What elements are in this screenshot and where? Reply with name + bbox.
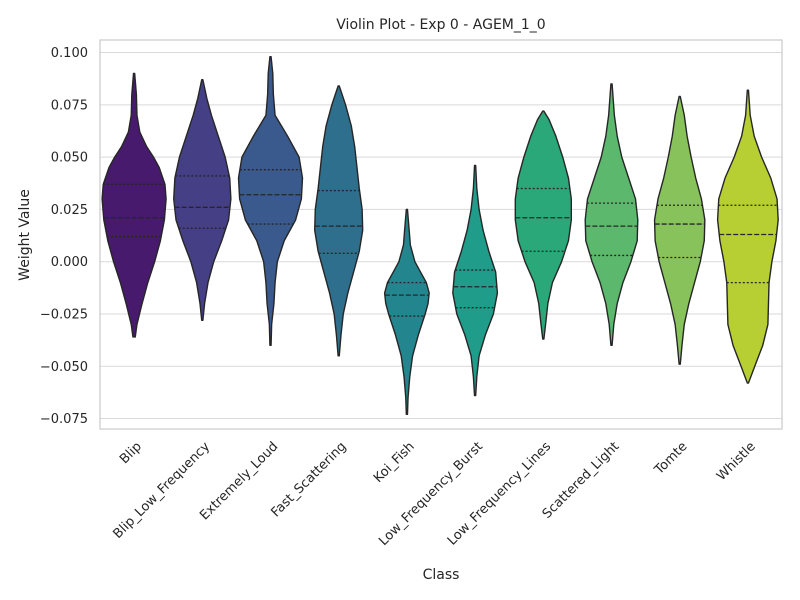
violin-koi-fish — [383, 208, 430, 416]
violin-extremely-loud — [237, 56, 304, 347]
y-axis-label: Weight Value — [17, 189, 33, 281]
y-tick-label: 0.050 — [51, 151, 88, 166]
violin-blip — [101, 72, 167, 338]
violin-blip-low-frequency — [173, 79, 232, 321]
y-tick-label: −0.050 — [40, 360, 88, 375]
violin-whistle — [716, 89, 779, 384]
chart-title: Violin Plot - Exp 0 - AGEM_1_0 — [336, 17, 545, 33]
y-tick-label: 0.075 — [51, 98, 88, 113]
y-tick-label: −0.075 — [40, 412, 88, 427]
y-tick-label: 0.100 — [51, 46, 88, 61]
violin-low-frequency-burst — [452, 164, 499, 397]
violin-fast-scattering — [314, 85, 364, 357]
violin-low-frequency-lines — [514, 110, 572, 340]
violin-scattered-light — [584, 83, 639, 347]
violin-tomte — [653, 95, 706, 365]
y-tick-labels: 0.100 0.075 0.050 0.025 0.000 −0.025 −0.050 −0.… — [40, 46, 88, 427]
y-tick-label: 0.000 — [51, 255, 88, 270]
y-tick-label: −0.025 — [40, 307, 88, 322]
violin-layer — [101, 56, 779, 416]
x-axis-label: Class — [423, 567, 460, 583]
plot-frame — [99, 39, 783, 430]
y-tick-label: 0.025 — [51, 203, 88, 218]
